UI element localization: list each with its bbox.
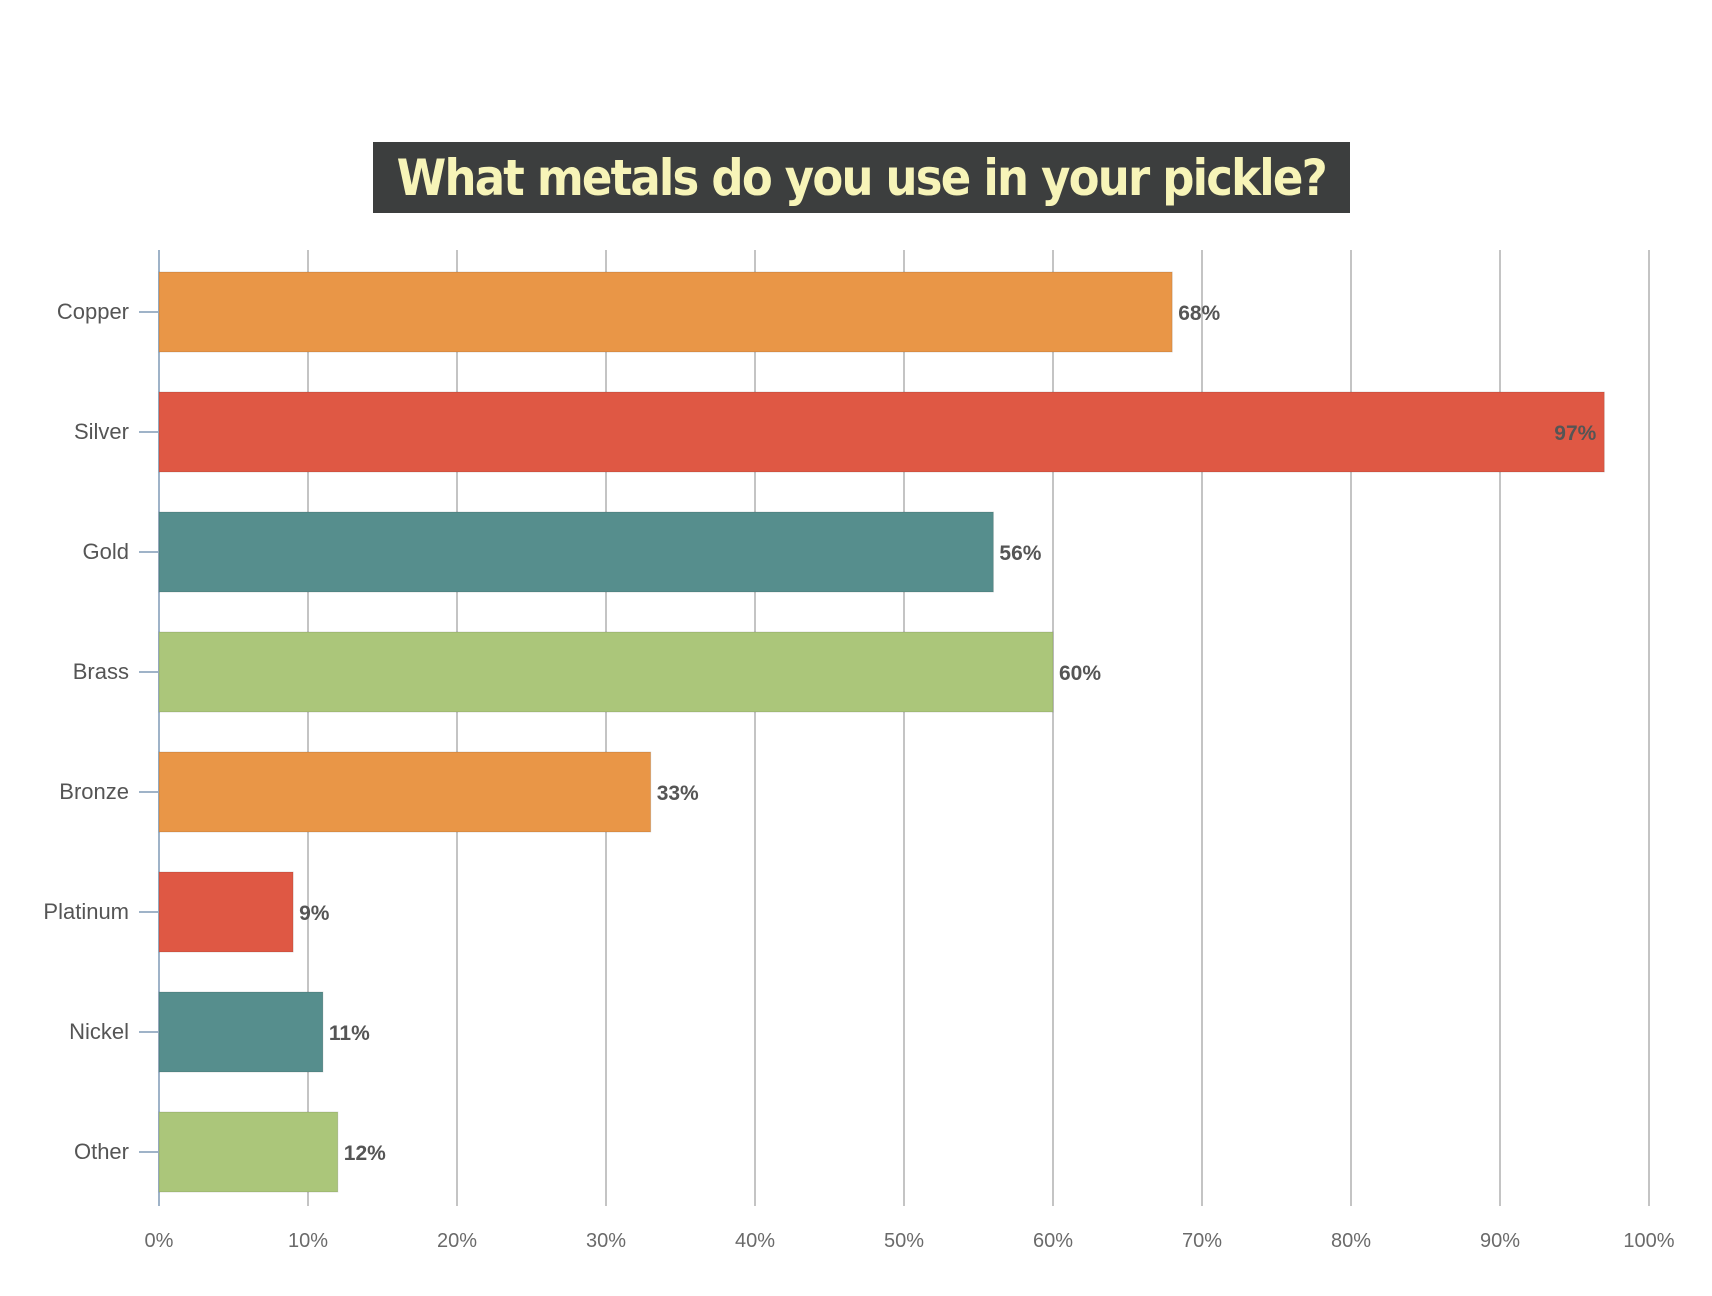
x-tick-label: 80% xyxy=(1331,1230,1371,1252)
x-tick-label: 30% xyxy=(586,1230,626,1252)
data-label: 56% xyxy=(999,542,1041,565)
data-label: 12% xyxy=(344,1142,386,1165)
x-tick-label: 10% xyxy=(288,1230,328,1252)
bar-silver xyxy=(158,391,1605,473)
x-tick-label: 60% xyxy=(1033,1230,1073,1252)
data-label: 9% xyxy=(299,902,330,925)
chart-title: What metals do you use in your pickle? xyxy=(396,148,1328,207)
bar-nickel xyxy=(158,991,324,1073)
data-label: 33% xyxy=(657,782,699,805)
data-label: 97% xyxy=(1554,422,1596,445)
x-tick-label: 100% xyxy=(1623,1230,1674,1252)
x-tick-label: 90% xyxy=(1480,1230,1520,1252)
category-label: Brass xyxy=(73,659,129,684)
category-label: Gold xyxy=(83,539,129,564)
category-label: Bronze xyxy=(59,779,129,804)
category-label: Nickel xyxy=(69,1019,129,1044)
x-tick-label: 50% xyxy=(884,1230,924,1252)
labels: 0% 10% 20% 30% 40% 50% 60% 70% 80% 90% 100% Copper 6… xyxy=(43,299,1674,1252)
bar-bronze xyxy=(158,751,652,833)
category-label: Copper xyxy=(57,299,129,324)
category-label: Other xyxy=(74,1139,129,1164)
category-label: Silver xyxy=(74,419,129,444)
bar-platinum xyxy=(158,871,294,953)
bar-brass xyxy=(158,631,1054,713)
bar-gold xyxy=(158,511,994,593)
bar-copper xyxy=(158,271,1173,353)
x-tick-label: 0% xyxy=(145,1230,174,1252)
bars xyxy=(158,271,1605,1193)
x-tick-label: 40% xyxy=(735,1230,775,1252)
data-label: 60% xyxy=(1059,662,1101,685)
x-tick-label: 70% xyxy=(1182,1230,1222,1252)
chart-title-band: What metals do you use in your pickle? xyxy=(373,142,1350,213)
category-label: Platinum xyxy=(43,899,129,924)
bar-other xyxy=(158,1111,339,1193)
x-tick-label: 20% xyxy=(437,1230,477,1252)
data-label: 68% xyxy=(1178,302,1220,325)
data-label: 11% xyxy=(329,1022,370,1045)
